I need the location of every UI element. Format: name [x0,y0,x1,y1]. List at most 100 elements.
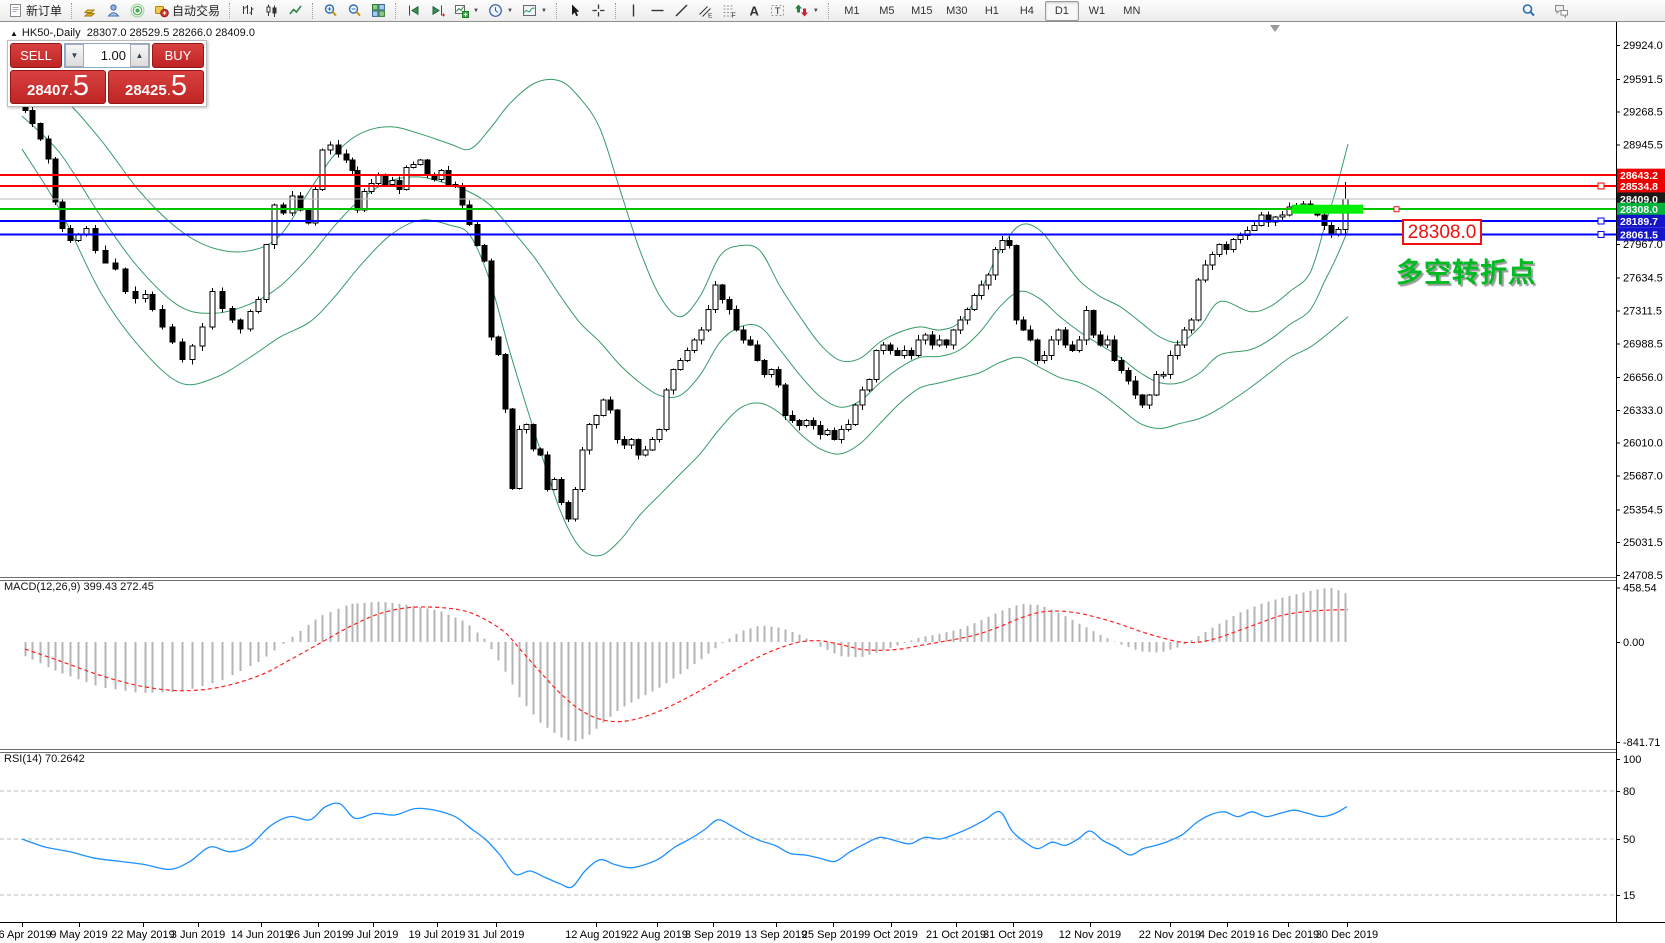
timeframe-m5-button[interactable]: M5 [879,4,895,17]
timeframe-h4-button[interactable]: H4 [1019,4,1034,17]
turning-point-annotation[interactable]: 多空转折点 [1396,258,1536,288]
svg-text:26333.0: 26333.0 [1623,405,1663,417]
bar-chart-icon[interactable] [236,0,259,21]
auto-scroll-icon[interactable] [402,0,425,21]
date-label: 3 Sep 2019 [685,929,741,941]
chart-shift-marker[interactable] [1270,25,1280,32]
dropdown-arrow-icon[interactable]: ▼ [812,7,819,14]
fibonacci-icon[interactable]: F [718,0,741,21]
svg-text:T: T [775,6,781,17]
templates-icon-icon [522,3,537,18]
highlight-segment[interactable] [1292,204,1363,214]
dropdown-arrow-icon[interactable]: ▼ [540,7,547,14]
buy-price[interactable]: 28425. 5 [108,70,204,104]
chart-shift-icon-icon [430,3,446,18]
timeframe-w1-button[interactable]: W1 [1088,4,1106,17]
periods-icon[interactable]: ▼ [484,0,517,21]
chart-shift-icon[interactable] [426,0,449,21]
chat-icon[interactable] [1550,0,1573,21]
cursor-icon[interactable] [563,0,586,21]
search-icon[interactable] [1517,0,1540,21]
price-axis[interactable]: 29924.0 29591.5 29268.5 28945.5 27967.0 27634… [1616,40,1665,902]
sell-price[interactable]: 28407. 5 [10,70,106,104]
toolbar-separator [71,2,73,19]
vertical-line-icon-icon [626,3,641,18]
templates-icon[interactable]: ▼ [518,0,551,21]
timeframe-mn-button[interactable]: MN [1123,4,1141,17]
svg-text:458.54: 458.54 [1623,583,1657,595]
trendline-icon[interactable] [670,0,693,21]
crosshair-icon[interactable] [587,0,610,21]
line-handle[interactable] [1597,182,1605,190]
auto-scroll-icon-icon [406,3,421,18]
signals-icon[interactable] [126,0,149,21]
buy-button[interactable]: BUY [152,43,204,68]
svg-text:28061.5: 28061.5 [1620,229,1658,241]
price-tag-anchor [1393,206,1400,213]
timeframe-m1-button[interactable]: M1 [844,4,860,17]
volume-decrease-button[interactable]: ▼ [65,44,84,67]
chart-area[interactable]: 29924.0 29591.5 29268.5 28945.5 27967.0 27634… [0,22,1665,943]
horizontal-line-icon[interactable] [646,0,669,21]
profile-icon[interactable] [78,0,101,21]
equidistant-channel-icon[interactable]: E [694,0,717,21]
terminal-icon[interactable] [102,0,125,21]
tile-windows-icon-icon [371,3,386,18]
volume-value[interactable]: 1.00 [100,48,126,63]
text-icon[interactable]: A [742,0,765,21]
price-label-28308.0 [1617,202,1665,216]
autotrading-icon [154,3,169,18]
candlestick-chart-icon-icon [264,3,279,18]
dropdown-arrow-icon[interactable]: ▼ [506,7,513,14]
autotrading-button[interactable]: 自动交易 [150,0,224,21]
line-handle[interactable] [1597,217,1605,225]
chart-window[interactable]: 29924.0 29591.5 29268.5 28945.5 27967.0 27634… [0,22,1665,943]
new-order-icon [8,3,23,18]
zoom-in-icon[interactable] [319,0,342,21]
svg-text:26656.0: 26656.0 [1623,372,1663,384]
timeframe-d1-button[interactable]: D1 [1044,0,1079,21]
line-chart-icon[interactable] [284,0,307,21]
date-label: 22 Nov 2019 [1139,929,1201,941]
date-label: 26 Jun 2019 [288,929,349,941]
rsi-panel [0,790,1616,896]
price-label-28061.5 [1617,227,1665,241]
date-label: 31 Jul 2019 [468,929,525,941]
line-handle[interactable] [1597,230,1605,238]
arrows-icon[interactable]: ▼ [790,0,823,21]
svg-text:29924.0: 29924.0 [1623,40,1663,52]
volume-increase-button[interactable]: ▲ [130,44,149,67]
collapse-chart-icon[interactable]: ▲ [10,29,18,38]
profile-icon-icon [82,3,97,18]
date-label: 21 Oct 2019 [926,929,986,941]
tile-windows-icon[interactable] [367,0,390,21]
ohlc-values: 28307.0 28529.5 28266.0 28409.0 [86,27,255,39]
sell-price-dec: 5 [72,70,90,102]
price-label-28409.0 [1617,192,1665,206]
date-label: 22 Aug 2019 [626,929,688,941]
timeframe-m30-button[interactable]: M30 [946,4,968,17]
timeframe-h1-button[interactable]: H1 [984,4,999,17]
svg-text:15: 15 [1623,890,1635,902]
zoom-in-icon-icon [323,3,338,18]
dropdown-arrow-icon[interactable]: ▼ [473,7,479,14]
price-annotation-tag[interactable]: 28308.0 [1402,219,1482,245]
text-label-icon[interactable]: T [766,0,789,21]
vertical-line-icon[interactable] [622,0,645,21]
svg-text:29268.5: 29268.5 [1623,107,1663,119]
date-label: 3 Jun 2019 [171,929,225,941]
svg-text:A: A [749,4,759,19]
zoom-out-icon[interactable] [343,0,366,21]
buy-price-dot: . [166,82,171,99]
svg-text:28189.7: 28189.7 [1620,216,1658,228]
sell-button[interactable]: SELL [10,43,62,68]
date-label: 9 Oct 2019 [864,929,918,941]
trendline-icon-icon [674,3,689,18]
candlestick-chart-icon[interactable] [260,0,283,21]
add-indicator-icon[interactable]: ▼ [450,0,483,21]
new-order-button[interactable]: 新订单 [4,0,66,21]
svg-text:28945.5: 28945.5 [1623,139,1663,151]
timeframe-m15-button[interactable]: M15 [911,4,933,17]
